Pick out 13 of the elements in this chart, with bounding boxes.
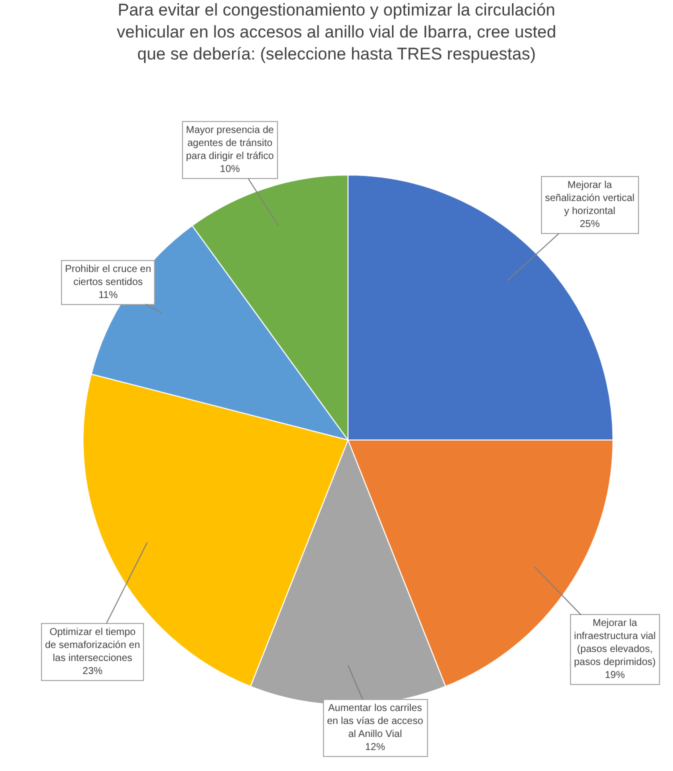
slice-label: Aumentar los carriles en las vías de acceso al Anillo Vial — [327, 703, 424, 740]
slice-label: Mejorar la infraestructura vial (pasos elevados, pasos deprimidos) — [574, 618, 656, 668]
slice-label: Optimizar el tiempo de semaforización en las intersecciones — [45, 627, 140, 664]
data-label: 25% — [580, 219, 600, 230]
data-label: 11% — [98, 290, 118, 301]
data-label: 23% — [82, 666, 103, 677]
slice-label: Prohibir el cruce en ciertos sentidos — [65, 264, 152, 288]
data-label: 12% — [365, 742, 386, 753]
slice-label: Mejorar la señalización vertical y horizontal — [545, 180, 634, 217]
slice-label: Mayor presencia de agentes de tránsito para dirigir el tráfico — [186, 125, 274, 162]
chart-title: Para evitar el congestionamiento y optimizar la circulación vehicular en los accesos al anillo vial de Ibarra, cree usted que se debería: (seleccione hasta TRES respuestas) — [116, 0, 556, 64]
data-label: 19% — [604, 670, 625, 681]
data-label: 10% — [220, 164, 240, 175]
